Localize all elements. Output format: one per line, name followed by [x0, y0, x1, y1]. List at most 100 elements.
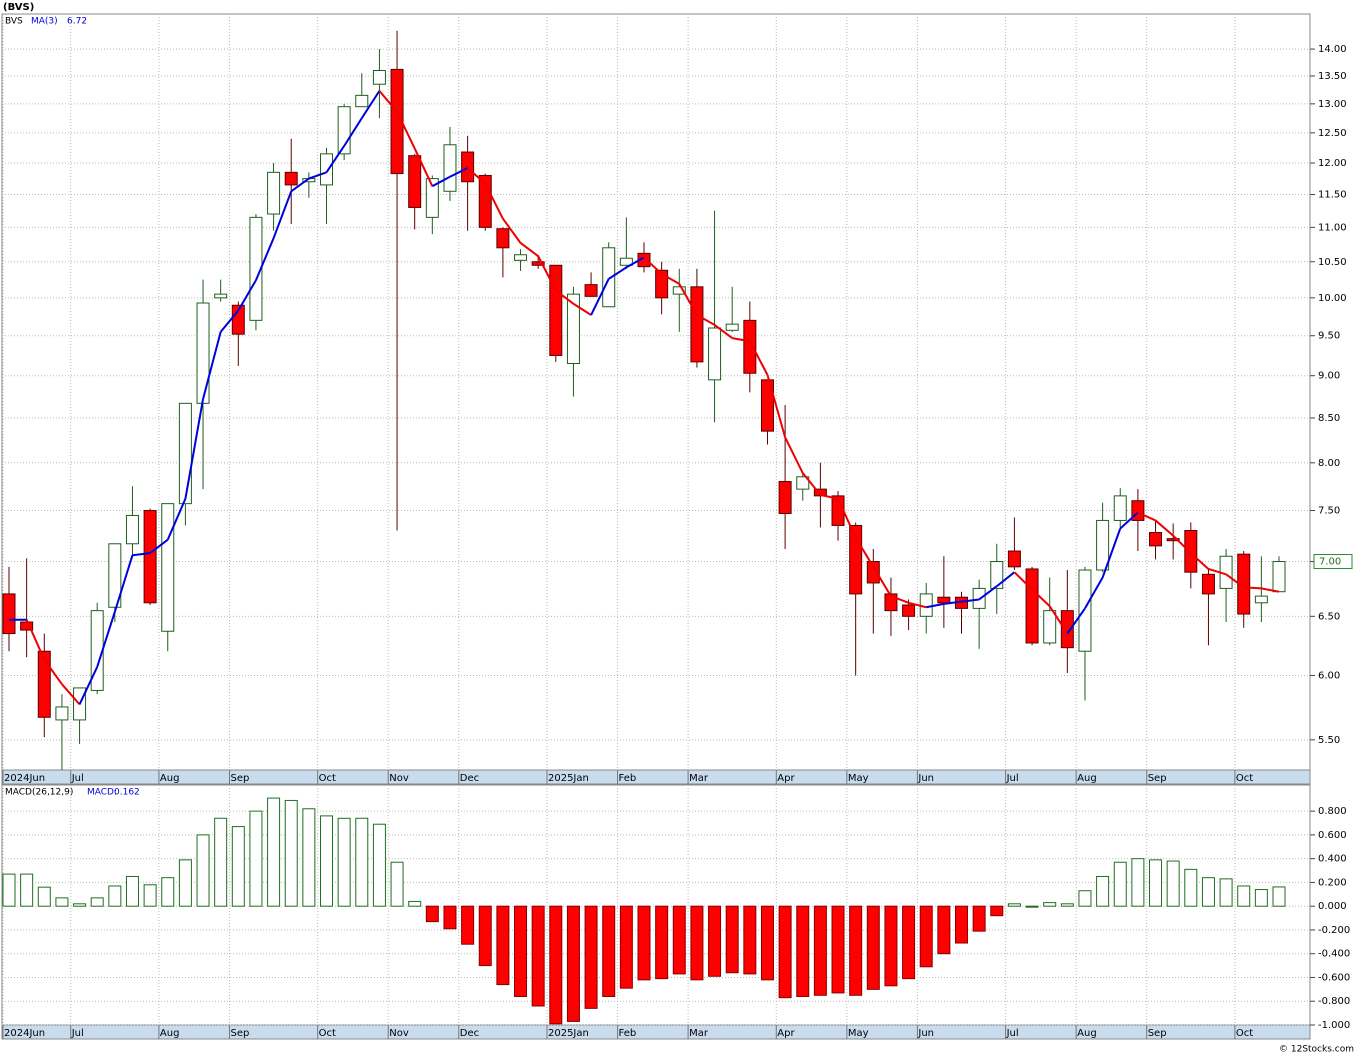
x-tick-label: Jul: [71, 1028, 84, 1039]
x-tick-label: Aug: [1077, 773, 1097, 784]
macd-bar: [725, 905, 739, 974]
candle-body: [178, 402, 192, 505]
candle-body: [690, 286, 704, 363]
macd-bar: [866, 905, 880, 990]
macd-bar: [125, 875, 139, 907]
ma-segment: [1261, 587, 1280, 593]
macd-bar: [1096, 875, 1110, 907]
candle-body: [1078, 569, 1092, 652]
candle-body: [796, 476, 810, 490]
candle-body: [1060, 610, 1074, 649]
macd-bar: [1078, 890, 1092, 907]
x-tick-label: Apr: [777, 1028, 795, 1039]
candle-body: [214, 293, 228, 299]
x-tick-label: Oct: [1236, 773, 1253, 784]
ma-segment: [96, 611, 116, 668]
macd-bar: [1219, 878, 1233, 907]
macd-bar: [672, 905, 686, 975]
ma-segment: [854, 537, 875, 568]
ma-segment: [537, 255, 557, 291]
x-tick-label: Jun: [917, 1028, 934, 1039]
candle-body: [408, 155, 422, 208]
ma-segment: [1066, 607, 1086, 635]
candle-body: [655, 269, 669, 299]
ma-segment: [219, 309, 240, 333]
candle-body: [37, 650, 51, 718]
ma-segment: [202, 331, 222, 400]
ma-segment: [820, 493, 839, 500]
date-strip: [1, 1024, 1311, 1040]
x-tick-label: 2025Jan: [548, 773, 589, 784]
macd-bar: [267, 797, 281, 907]
ma-segment: [308, 171, 327, 180]
macd-bar: [372, 823, 386, 907]
date-strip: [1, 769, 1311, 785]
macd-bar: [796, 905, 810, 997]
x-tick-label: Oct: [319, 773, 336, 784]
x-tick-label: 2024Jun: [4, 773, 45, 784]
ma-segment: [1190, 552, 1210, 570]
ma-segment: [1084, 577, 1104, 609]
candle-body: [672, 286, 686, 295]
macd-bar: [73, 903, 87, 907]
ma-segment: [801, 472, 822, 496]
macd-bar: [284, 799, 298, 907]
macd-bar: [690, 905, 704, 981]
macd-bar: [337, 817, 351, 907]
x-tick-label: Oct: [1236, 1028, 1253, 1039]
x-tick-label: Sep: [1148, 773, 1167, 784]
macd-bar: [390, 861, 404, 907]
ma-segment: [272, 190, 293, 239]
x-tick-label: Nov: [389, 773, 409, 784]
ma-segment: [413, 147, 434, 187]
ma-segment: [378, 90, 398, 113]
ma-segment: [149, 538, 169, 554]
macd-bar: [902, 905, 916, 980]
legend-ma-value: 6.72: [67, 17, 87, 27]
x-tick-label: Oct: [319, 1028, 336, 1039]
x-tick-label: Feb: [619, 1028, 637, 1039]
ma-segment: [466, 167, 486, 185]
macd-bar: [990, 905, 1004, 917]
macd-bar: [602, 905, 616, 997]
ma-segment: [449, 167, 469, 178]
ma-segment: [519, 242, 539, 257]
x-tick-label: Sep: [1148, 1028, 1167, 1039]
ma-segment: [696, 314, 716, 326]
ma-segment: [396, 111, 416, 149]
candle-body: [443, 144, 457, 192]
candle-body: [161, 503, 175, 632]
macd-bar: [760, 905, 774, 981]
ma-segment: [1137, 511, 1156, 522]
y-tick-label: 11.00: [1318, 222, 1347, 233]
macd-bar: [178, 859, 192, 907]
candle-body: [866, 561, 880, 584]
ma-segment: [590, 278, 610, 316]
x-tick-label: Aug: [1077, 1028, 1097, 1039]
y-tick-label: 5.50: [1318, 735, 1340, 746]
y-tick-label: 14.00: [1318, 44, 1347, 55]
candle-body: [1254, 595, 1268, 604]
candle-body: [249, 216, 263, 321]
ma-segment: [555, 289, 575, 305]
ma-segment: [748, 340, 769, 376]
candle-body: [514, 254, 528, 261]
candle-body: [1201, 573, 1215, 595]
macd-bar: [937, 905, 951, 955]
candle-body: [1096, 519, 1110, 571]
macd-bar: [743, 905, 757, 975]
y-tick-label: -0.800: [1318, 996, 1350, 1007]
x-tick-label: Mar: [689, 773, 709, 784]
macd-bar: [831, 905, 845, 994]
macd-bar: [1237, 885, 1251, 907]
y-tick-label: 7.50: [1318, 506, 1340, 517]
y-tick-label: 8.50: [1318, 413, 1340, 424]
macd-bar: [1149, 859, 1163, 907]
ma-segment: [237, 279, 257, 312]
ma-segment: [1172, 534, 1192, 554]
macd-bar: [249, 810, 263, 907]
candle-body: [125, 514, 139, 545]
price-tag-label: 7.00: [1319, 557, 1341, 568]
candle-body: [708, 327, 722, 381]
macd-title: MACD(26,12,9): [5, 788, 73, 798]
